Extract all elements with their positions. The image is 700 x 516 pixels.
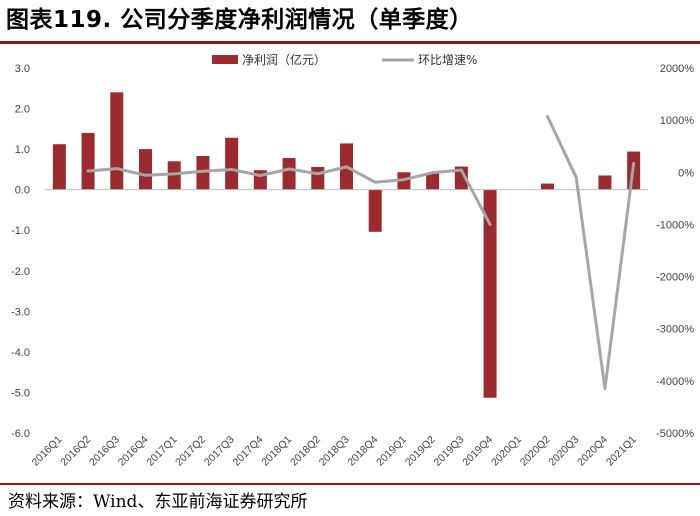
chart-title: 图表119. 公司分季度净利润情况（单季度）	[6, 7, 473, 33]
x-tick-label: 2016Q1	[30, 434, 65, 469]
legend-line-label: 环比增速%	[418, 53, 477, 67]
growth-line-segment	[86, 165, 492, 226]
bar	[167, 161, 181, 190]
x-tick-label: 2018Q1	[259, 434, 294, 469]
bar	[541, 183, 554, 190]
footer-divider	[0, 483, 700, 485]
x-tick-label: 2020Q4	[575, 434, 610, 469]
bar	[196, 156, 210, 190]
x-tick-label: 2017Q1	[144, 434, 179, 469]
right-axis: 2000% 1000% 0% -1000% -2000% -3000% -4000% -500…	[656, 63, 694, 440]
x-tick-label: 2018Q3	[317, 434, 352, 469]
x-tick-label: 2016Q2	[58, 434, 93, 469]
bar	[483, 189, 497, 398]
right-tick-label: 0%	[678, 167, 694, 179]
bar	[426, 173, 440, 190]
x-tick-label: 2016Q4	[116, 434, 151, 469]
bar	[81, 132, 95, 190]
legend-bar-label: 净利润（亿元）	[242, 52, 326, 67]
bar	[110, 92, 124, 190]
x-tick-label: 2017Q2	[173, 434, 208, 469]
left-tick-label: -3.0	[11, 306, 30, 318]
left-tick-label: 1.0	[15, 144, 30, 156]
right-tick-label: 1000%	[660, 115, 694, 127]
left-tick-label: -1.0	[11, 225, 30, 237]
title-divider	[0, 41, 700, 44]
bar	[311, 166, 325, 190]
x-tick-label: 2019Q3	[432, 434, 467, 469]
left-tick-label: -6.0	[11, 428, 30, 440]
right-tick-label: -5000%	[656, 428, 694, 440]
x-tick-label: 2018Q2	[288, 434, 323, 469]
bar	[139, 149, 152, 190]
line-series	[86, 114, 636, 391]
right-tick-label: 2000%	[660, 63, 694, 75]
bar	[368, 189, 382, 232]
x-tick-label: 2018Q4	[345, 434, 380, 469]
legend: 净利润（亿元） 环比增速%	[212, 52, 477, 67]
right-tick-label: -1000%	[656, 219, 694, 231]
x-tick-label: 2020Q2	[518, 434, 553, 469]
bar	[454, 166, 468, 190]
legend-bar-swatch	[212, 55, 238, 64]
right-tick-label: -4000%	[656, 376, 694, 388]
left-tick-label: -4.0	[11, 347, 30, 359]
bar	[225, 137, 239, 190]
x-tick-label: 2020Q3	[546, 434, 581, 469]
x-tick-label: 2019Q1	[374, 434, 409, 469]
right-tick-label: -2000%	[656, 272, 694, 284]
x-tick-label: 2016Q3	[87, 434, 122, 469]
bar	[282, 158, 296, 190]
x-tick-label: 2019Q4	[460, 434, 495, 469]
x-tick-label: 2017Q4	[231, 434, 266, 469]
bar-series	[52, 92, 641, 398]
bar	[52, 144, 66, 190]
left-axis: 3.0 2.0 1.0 0.0 -1.0 -2.0 -3.0 -4.0 -5.0 -6.0	[11, 63, 30, 440]
x-tick-label: 2021Q1	[604, 434, 639, 469]
x-tick-label: 2020Q1	[489, 434, 524, 469]
left-tick-label: 2.0	[15, 104, 30, 116]
left-tick-label: -5.0	[11, 387, 30, 399]
bar	[598, 175, 612, 190]
x-axis: 2016Q12016Q22016Q32016Q42017Q12017Q22017…	[30, 434, 639, 469]
x-tick-label: 2019Q2	[403, 434, 438, 469]
right-tick-label: -3000%	[656, 324, 694, 336]
source-note: 资料来源：Wind、东亚前海证券研究所	[8, 492, 308, 512]
growth-line-segment	[546, 114, 636, 391]
x-tick-label: 2017Q3	[202, 434, 237, 469]
left-tick-label: 3.0	[15, 63, 30, 75]
left-tick-label: 0.0	[15, 185, 30, 197]
left-tick-label: -2.0	[11, 266, 30, 278]
